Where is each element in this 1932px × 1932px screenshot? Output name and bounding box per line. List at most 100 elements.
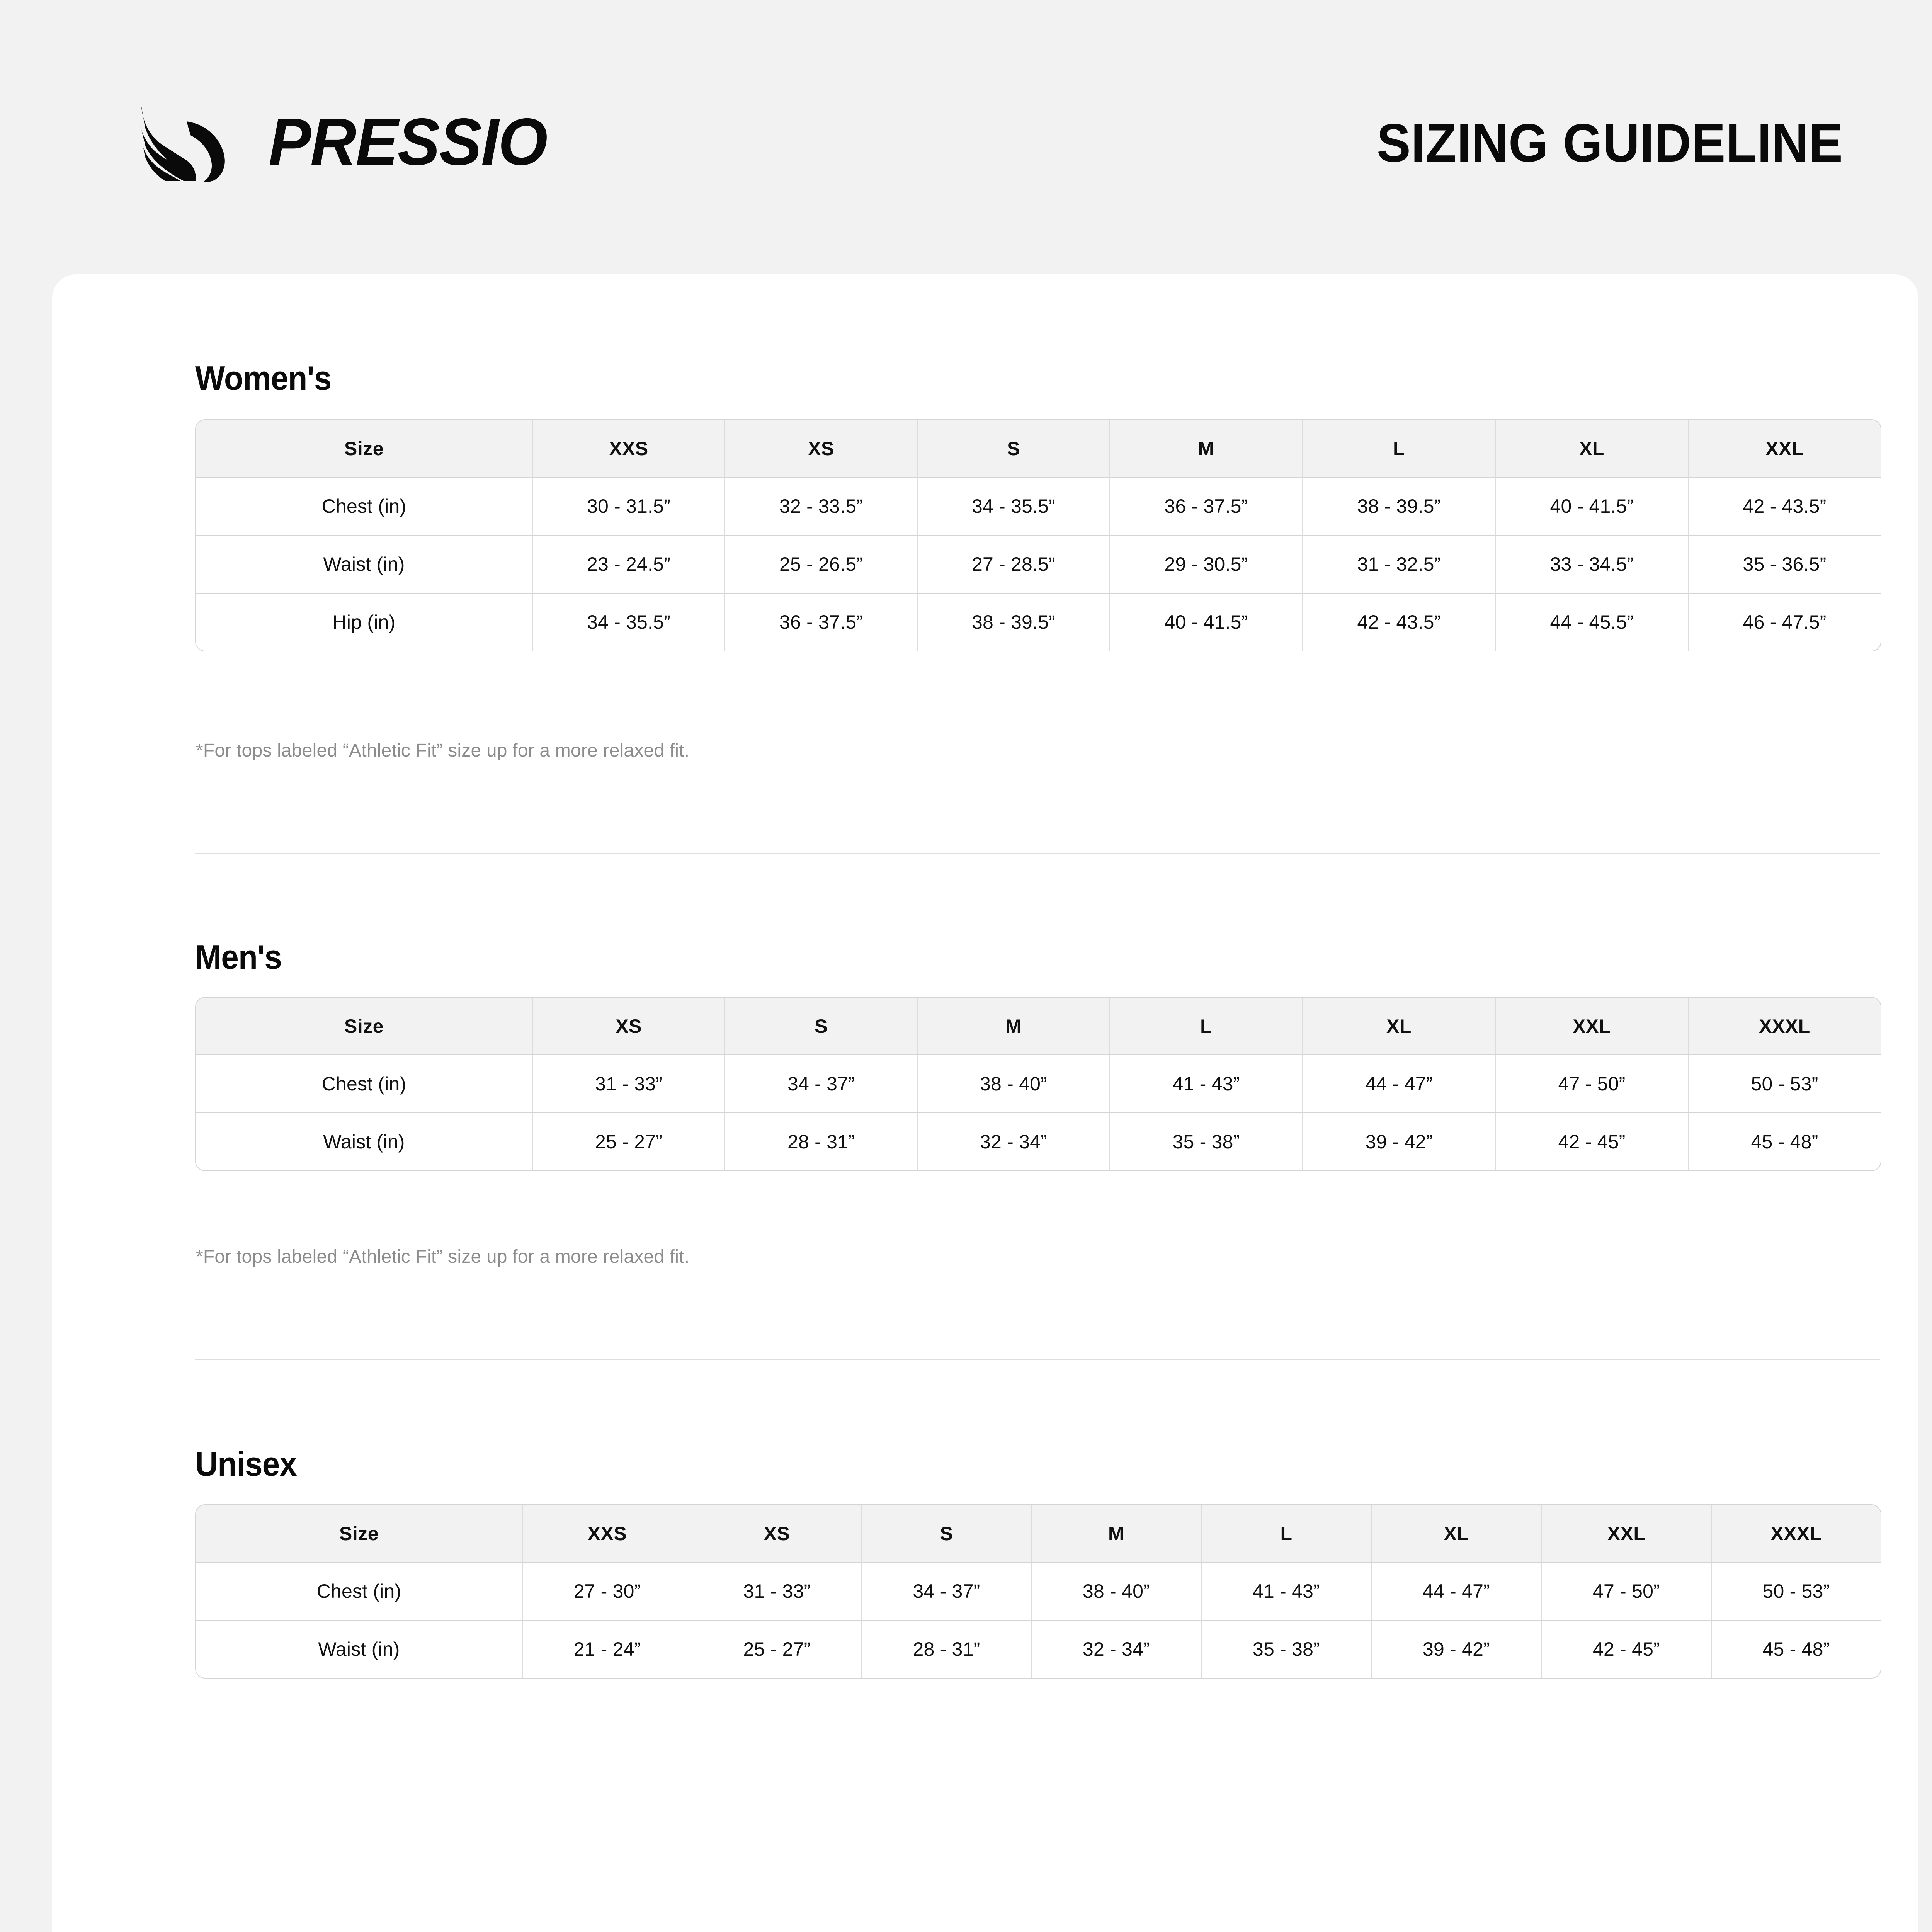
table-womens: Size XXS XS S M L XL XXL Chest (in) 30 -… xyxy=(195,419,1881,651)
table-row: Chest (in) 27 - 30” 31 - 33” 34 - 37” 38… xyxy=(196,1562,1881,1620)
row-label: Chest (in) xyxy=(196,1054,532,1112)
table-cell: 27 - 30” xyxy=(522,1562,692,1620)
section-title-unisex: Unisex xyxy=(195,1445,297,1483)
table-cell: 28 - 31” xyxy=(724,1112,917,1170)
table-cell: 44 - 47” xyxy=(1302,1054,1495,1112)
table-row: Hip (in) 34 - 35.5” 36 - 37.5” 38 - 39.5… xyxy=(196,593,1881,651)
table-cell: 28 - 31” xyxy=(861,1620,1031,1678)
table-cell: 34 - 37” xyxy=(724,1054,917,1112)
row-label: Chest (in) xyxy=(196,1562,522,1620)
table-cell: 47 - 50” xyxy=(1495,1054,1688,1112)
table-cell: 34 - 37” xyxy=(861,1562,1031,1620)
table-cell: 44 - 47” xyxy=(1371,1562,1541,1620)
table-cell: 39 - 42” xyxy=(1302,1112,1495,1170)
table-cell: 23 - 24.5” xyxy=(532,535,724,593)
table-cell: 38 - 39.5” xyxy=(917,593,1109,651)
table-unisex: Size XXS XS S M L XL XXL XXXL Chest (in) xyxy=(195,1504,1881,1679)
section-divider xyxy=(195,853,1880,854)
table-cell: 45 - 48” xyxy=(1711,1620,1881,1678)
table-cell: 42 - 43.5” xyxy=(1688,477,1881,535)
column-header: XXXL xyxy=(1711,1505,1881,1562)
column-header: Size xyxy=(196,1505,522,1562)
table-header-row: Size XS S M L XL XXL XXXL xyxy=(196,998,1881,1054)
table-cell: 41 - 43” xyxy=(1201,1562,1371,1620)
table-row: Chest (in) 31 - 33” 34 - 37” 38 - 40” 41… xyxy=(196,1054,1881,1112)
table-cell: 36 - 37.5” xyxy=(724,593,917,651)
section-title-mens: Men's xyxy=(195,938,282,976)
column-header: XS xyxy=(724,420,917,477)
column-header: XXL xyxy=(1541,1505,1711,1562)
column-header: XL xyxy=(1302,998,1495,1054)
table-cell: 38 - 39.5” xyxy=(1302,477,1495,535)
column-header: Size xyxy=(196,998,532,1054)
column-header: XL xyxy=(1371,1505,1541,1562)
table-cell: 35 - 38” xyxy=(1201,1620,1371,1678)
table-row: Waist (in) 21 - 24” 25 - 27” 28 - 31” 32… xyxy=(196,1620,1881,1678)
footnote-womens: *For tops labeled “Athletic Fit” size up… xyxy=(196,740,690,761)
table-cell: 42 - 45” xyxy=(1495,1112,1688,1170)
table-cell: 45 - 48” xyxy=(1688,1112,1881,1170)
column-header: M xyxy=(1031,1505,1201,1562)
table-cell: 35 - 36.5” xyxy=(1688,535,1881,593)
column-header: Size xyxy=(196,420,532,477)
table-cell: 25 - 26.5” xyxy=(724,535,917,593)
table-cell: 46 - 47.5” xyxy=(1688,593,1881,651)
footnote-mens: *For tops labeled “Athletic Fit” size up… xyxy=(196,1247,690,1267)
table-cell: 34 - 35.5” xyxy=(917,477,1109,535)
table-cell: 42 - 43.5” xyxy=(1302,593,1495,651)
table-cell: 40 - 41.5” xyxy=(1109,593,1302,651)
column-header: XXL xyxy=(1688,420,1881,477)
row-label: Waist (in) xyxy=(196,1620,522,1678)
column-header: L xyxy=(1302,420,1495,477)
column-header: M xyxy=(1109,420,1302,477)
row-label: Chest (in) xyxy=(196,477,532,535)
brand-name: PRESSIO xyxy=(269,105,548,179)
column-header: L xyxy=(1109,998,1302,1054)
table-cell: 50 - 53” xyxy=(1688,1054,1881,1112)
row-label: Waist (in) xyxy=(196,535,532,593)
table-cell: 42 - 45” xyxy=(1541,1620,1711,1678)
column-header: XL xyxy=(1495,420,1688,477)
table-cell: 40 - 41.5” xyxy=(1495,477,1688,535)
table-cell: 21 - 24” xyxy=(522,1620,692,1678)
column-header: S xyxy=(917,420,1109,477)
page-title: SIZING GUIDELINE xyxy=(1377,112,1843,173)
column-header: XXS xyxy=(522,1505,692,1562)
table-cell: 25 - 27” xyxy=(532,1112,724,1170)
table-cell: 47 - 50” xyxy=(1541,1562,1711,1620)
table-cell: 27 - 28.5” xyxy=(917,535,1109,593)
table-cell: 38 - 40” xyxy=(917,1054,1109,1112)
column-header: XS xyxy=(692,1505,861,1562)
table-cell: 32 - 34” xyxy=(1031,1620,1201,1678)
table-cell: 30 - 31.5” xyxy=(532,477,724,535)
column-header: L xyxy=(1201,1505,1371,1562)
row-label: Hip (in) xyxy=(196,593,532,651)
column-header: XXS xyxy=(532,420,724,477)
column-header: XS xyxy=(532,998,724,1054)
table-cell: 50 - 53” xyxy=(1711,1562,1881,1620)
table-cell: 32 - 34” xyxy=(917,1112,1109,1170)
table-header-row: Size XXS XS S M L XL XXL XXXL xyxy=(196,1505,1881,1562)
row-label: Waist (in) xyxy=(196,1112,532,1170)
table-cell: 34 - 35.5” xyxy=(532,593,724,651)
table-cell: 38 - 40” xyxy=(1031,1562,1201,1620)
table-cell: 39 - 42” xyxy=(1371,1620,1541,1678)
table-cell: 36 - 37.5” xyxy=(1109,477,1302,535)
table-row: Waist (in) 23 - 24.5” 25 - 26.5” 27 - 28… xyxy=(196,535,1881,593)
table-row: Chest (in) 30 - 31.5” 32 - 33.5” 34 - 35… xyxy=(196,477,1881,535)
table-cell: 33 - 34.5” xyxy=(1495,535,1688,593)
pressio-wing-logo-icon xyxy=(137,101,253,182)
brand-lockup: PRESSIO xyxy=(137,101,559,182)
table-cell: 32 - 33.5” xyxy=(724,477,917,535)
table-cell: 44 - 45.5” xyxy=(1495,593,1688,651)
section-title-womens: Women's xyxy=(195,359,332,397)
content-card: Women's Size XXS XS S M L XL XXL xyxy=(52,274,1918,1932)
column-header: XXXL xyxy=(1688,998,1881,1054)
table-cell: 41 - 43” xyxy=(1109,1054,1302,1112)
table-cell: 35 - 38” xyxy=(1109,1112,1302,1170)
table-cell: 31 - 33” xyxy=(692,1562,861,1620)
table-header-row: Size XXS XS S M L XL XXL xyxy=(196,420,1881,477)
table-cell: 29 - 30.5” xyxy=(1109,535,1302,593)
column-header: M xyxy=(917,998,1109,1054)
